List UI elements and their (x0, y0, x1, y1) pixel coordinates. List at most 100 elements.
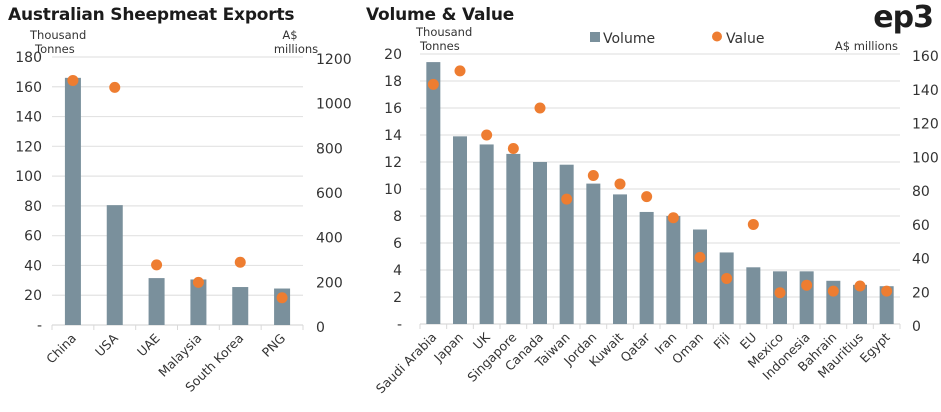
left-y-tick-label: 40 (24, 258, 42, 274)
left-chart-title: Australian Sheepmeat Exports (8, 5, 295, 25)
left-y-tick-label: - (37, 318, 42, 334)
right-ylabel-line2: Tonnes (419, 39, 460, 53)
right-value-dot (747, 218, 759, 230)
right-value-dot (507, 143, 519, 154)
left-y2label-line2: millions (274, 42, 318, 56)
left-y-tick-label: 100 (15, 169, 42, 185)
right-volume-bar (586, 183, 601, 324)
left-y2label-line1: A$ (282, 28, 297, 42)
left-x-tick-label: PNG (259, 331, 288, 360)
right-value-dot (881, 285, 893, 297)
right-value-dot (641, 191, 653, 203)
left-value-dot (276, 292, 288, 304)
left-volume-bar (232, 287, 249, 325)
right-y2label: A$ millions (835, 39, 898, 53)
right-y2-tick-label: 100 (912, 150, 939, 166)
legend-value-label: Value (726, 31, 764, 47)
right-value-dot (587, 170, 599, 181)
left-x-tick-label: USA (92, 330, 121, 359)
right-value-dot (454, 65, 466, 77)
right-volume-bar (453, 136, 467, 324)
right-volume-bar (479, 144, 494, 324)
right-x-tick-label: Oman (669, 330, 706, 367)
right-x-tick-label: Japan (430, 330, 466, 366)
right-y2-tick-label: 140 (912, 83, 939, 99)
right-y-tick-label: 12 (384, 155, 402, 171)
right-x-tick-label: Saudi Arabia (373, 330, 440, 397)
left-y2-tick-label: 1200 (316, 52, 352, 68)
right-x-tick-label: Egypt (857, 329, 893, 365)
left-value-dot (109, 81, 121, 93)
left-y-tick-label: 160 (15, 80, 42, 96)
right-y-tick-label: 20 (384, 47, 402, 63)
left-y2-tick-label: 1000 (316, 97, 352, 113)
right-volume-bar (559, 164, 574, 324)
left-ylabel-line1: Thousand (29, 28, 86, 42)
left-value-dot (234, 256, 246, 268)
right-value-dot (427, 78, 439, 90)
right-y-tick-label: 14 (384, 128, 402, 144)
left-volume-bar (64, 77, 81, 325)
right-volume-bar (506, 153, 521, 324)
right-y-tick-label: 4 (393, 263, 402, 279)
right-y-tick-label: 16 (384, 101, 402, 117)
left-volume-bar (106, 205, 123, 325)
left-y-tick-label: 80 (24, 199, 42, 215)
right-y-tick-label: 10 (384, 182, 402, 198)
legend-value-swatch (712, 31, 722, 42)
right-y-tick-label: - (397, 317, 402, 333)
left-ylabel-line2: Tonnes (34, 42, 75, 56)
right-y2-tick-label: 80 (912, 184, 930, 200)
right-value-dot (774, 287, 786, 299)
right-value-dot (481, 129, 493, 141)
legend-volume-label: Volume (603, 31, 655, 47)
right-value-dot (614, 178, 626, 190)
right-volume-bar (853, 284, 867, 324)
right-y2-tick-label: 20 (912, 285, 930, 301)
right-value-dot (534, 102, 546, 114)
right-volume-bar (879, 286, 894, 324)
left-value-dot (67, 74, 79, 86)
right-x-tick-label: Qatar (617, 329, 653, 365)
left-y-tick-label: 140 (15, 110, 42, 126)
right-volume-bar (426, 62, 441, 324)
left-value-dot (192, 276, 204, 288)
right-volume-bar (533, 162, 547, 324)
ep3-logo: ep3 (873, 0, 934, 35)
legend-volume-swatch (590, 32, 600, 42)
left-y-tick-label: 120 (15, 139, 42, 155)
right-value-dot (667, 212, 679, 224)
right-volume-bar (666, 216, 681, 324)
left-value-dot (151, 259, 163, 271)
right-volume-bar (693, 229, 707, 324)
right-value-dot (694, 251, 706, 263)
left-y-tick-label: 180 (15, 50, 42, 66)
right-y-tick-label: 6 (393, 236, 402, 252)
left-y2-tick-label: 600 (316, 186, 343, 202)
right-value-dot (801, 279, 813, 291)
right-y2-tick-label: 40 (912, 252, 930, 268)
right-y-tick-label: 18 (384, 74, 402, 90)
left-y-tick-label: 20 (24, 288, 42, 304)
right-chart-title: Volume & Value (366, 5, 515, 25)
left-y2-tick-label: 0 (316, 320, 325, 336)
right-volume-bar (639, 211, 654, 324)
left-y2-tick-label: 400 (316, 231, 343, 247)
right-x-tick-label: Fiji (710, 330, 732, 352)
right-volume-bar (799, 271, 814, 324)
right-y2-tick-label: 60 (912, 218, 930, 234)
left-volume-bar (148, 278, 165, 325)
right-y-tick-label: 8 (393, 209, 402, 225)
right-y-tick-label: 2 (393, 290, 402, 306)
right-y2-tick-label: 0 (912, 319, 921, 335)
left-x-tick-label: China (43, 331, 79, 367)
right-value-dot (854, 280, 866, 292)
right-volume-bar (613, 194, 627, 324)
left-y-tick-label: 60 (24, 229, 42, 245)
left-y2-tick-label: 800 (316, 141, 343, 157)
right-value-dot (827, 285, 839, 297)
right-value-dot (721, 272, 733, 284)
right-y2-tick-label: 160 (912, 49, 939, 65)
right-ylabel-line1: Thousand (415, 25, 472, 39)
